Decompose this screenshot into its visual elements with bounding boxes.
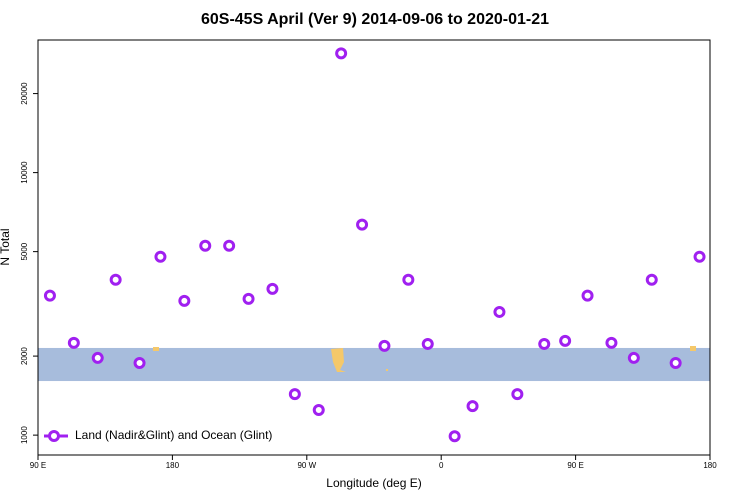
- y-axis-label: N Total: [0, 228, 12, 265]
- data-point: [421, 337, 434, 350]
- legend-marker: [48, 430, 60, 442]
- data-point: [133, 356, 146, 369]
- x-tick-label: 90 E: [30, 461, 46, 470]
- data-point: [266, 282, 279, 295]
- data-point: [466, 400, 479, 413]
- y-tick-label: 2000: [20, 347, 29, 365]
- data-point: [605, 336, 618, 349]
- data-point: [199, 239, 212, 252]
- data-point: [559, 334, 572, 347]
- data-point: [178, 294, 191, 307]
- data-point: [288, 388, 301, 401]
- data-point: [448, 430, 461, 443]
- x-tick-label: 90 W: [297, 461, 316, 470]
- data-point: [91, 351, 104, 364]
- legend-label: Land (Nadir&Glint) and Ocean (Glint): [75, 428, 272, 442]
- data-point: [356, 218, 369, 231]
- data-point: [242, 292, 255, 305]
- data-point: [538, 337, 551, 350]
- y-tick-label: 10000: [20, 161, 29, 184]
- x-tick-label: 90 E: [567, 461, 583, 470]
- x-tick-label: 180: [703, 461, 717, 470]
- data-point: [493, 305, 506, 318]
- data-point: [223, 239, 236, 252]
- data-point: [67, 336, 80, 349]
- data-point: [43, 289, 56, 302]
- data-point: [511, 388, 524, 401]
- data-point: [109, 273, 122, 286]
- data-point: [378, 339, 391, 352]
- data-point: [335, 47, 348, 60]
- shaded-band: [38, 347, 710, 382]
- data-point: [402, 273, 415, 286]
- data-point: [312, 404, 325, 417]
- data-point: [645, 273, 658, 286]
- plot-frame: [37, 39, 711, 456]
- data-point: [627, 351, 640, 364]
- x-tick-label: 180: [166, 461, 180, 470]
- x-axis-label: Longitude (deg E): [326, 476, 421, 490]
- y-tick-label: 5000: [20, 242, 29, 260]
- data-point: [581, 289, 594, 302]
- y-tick-label: 1000: [20, 426, 29, 444]
- chart-title: 60S-45S April (Ver 9) 2014-09-06 to 2020…: [201, 11, 549, 28]
- data-point: [693, 250, 706, 263]
- data-point: [154, 250, 167, 263]
- land-shapes: [153, 346, 696, 372]
- y-tick-label: 20000: [20, 82, 29, 105]
- x-tick-label: 0: [439, 461, 444, 470]
- data-point: [669, 356, 682, 369]
